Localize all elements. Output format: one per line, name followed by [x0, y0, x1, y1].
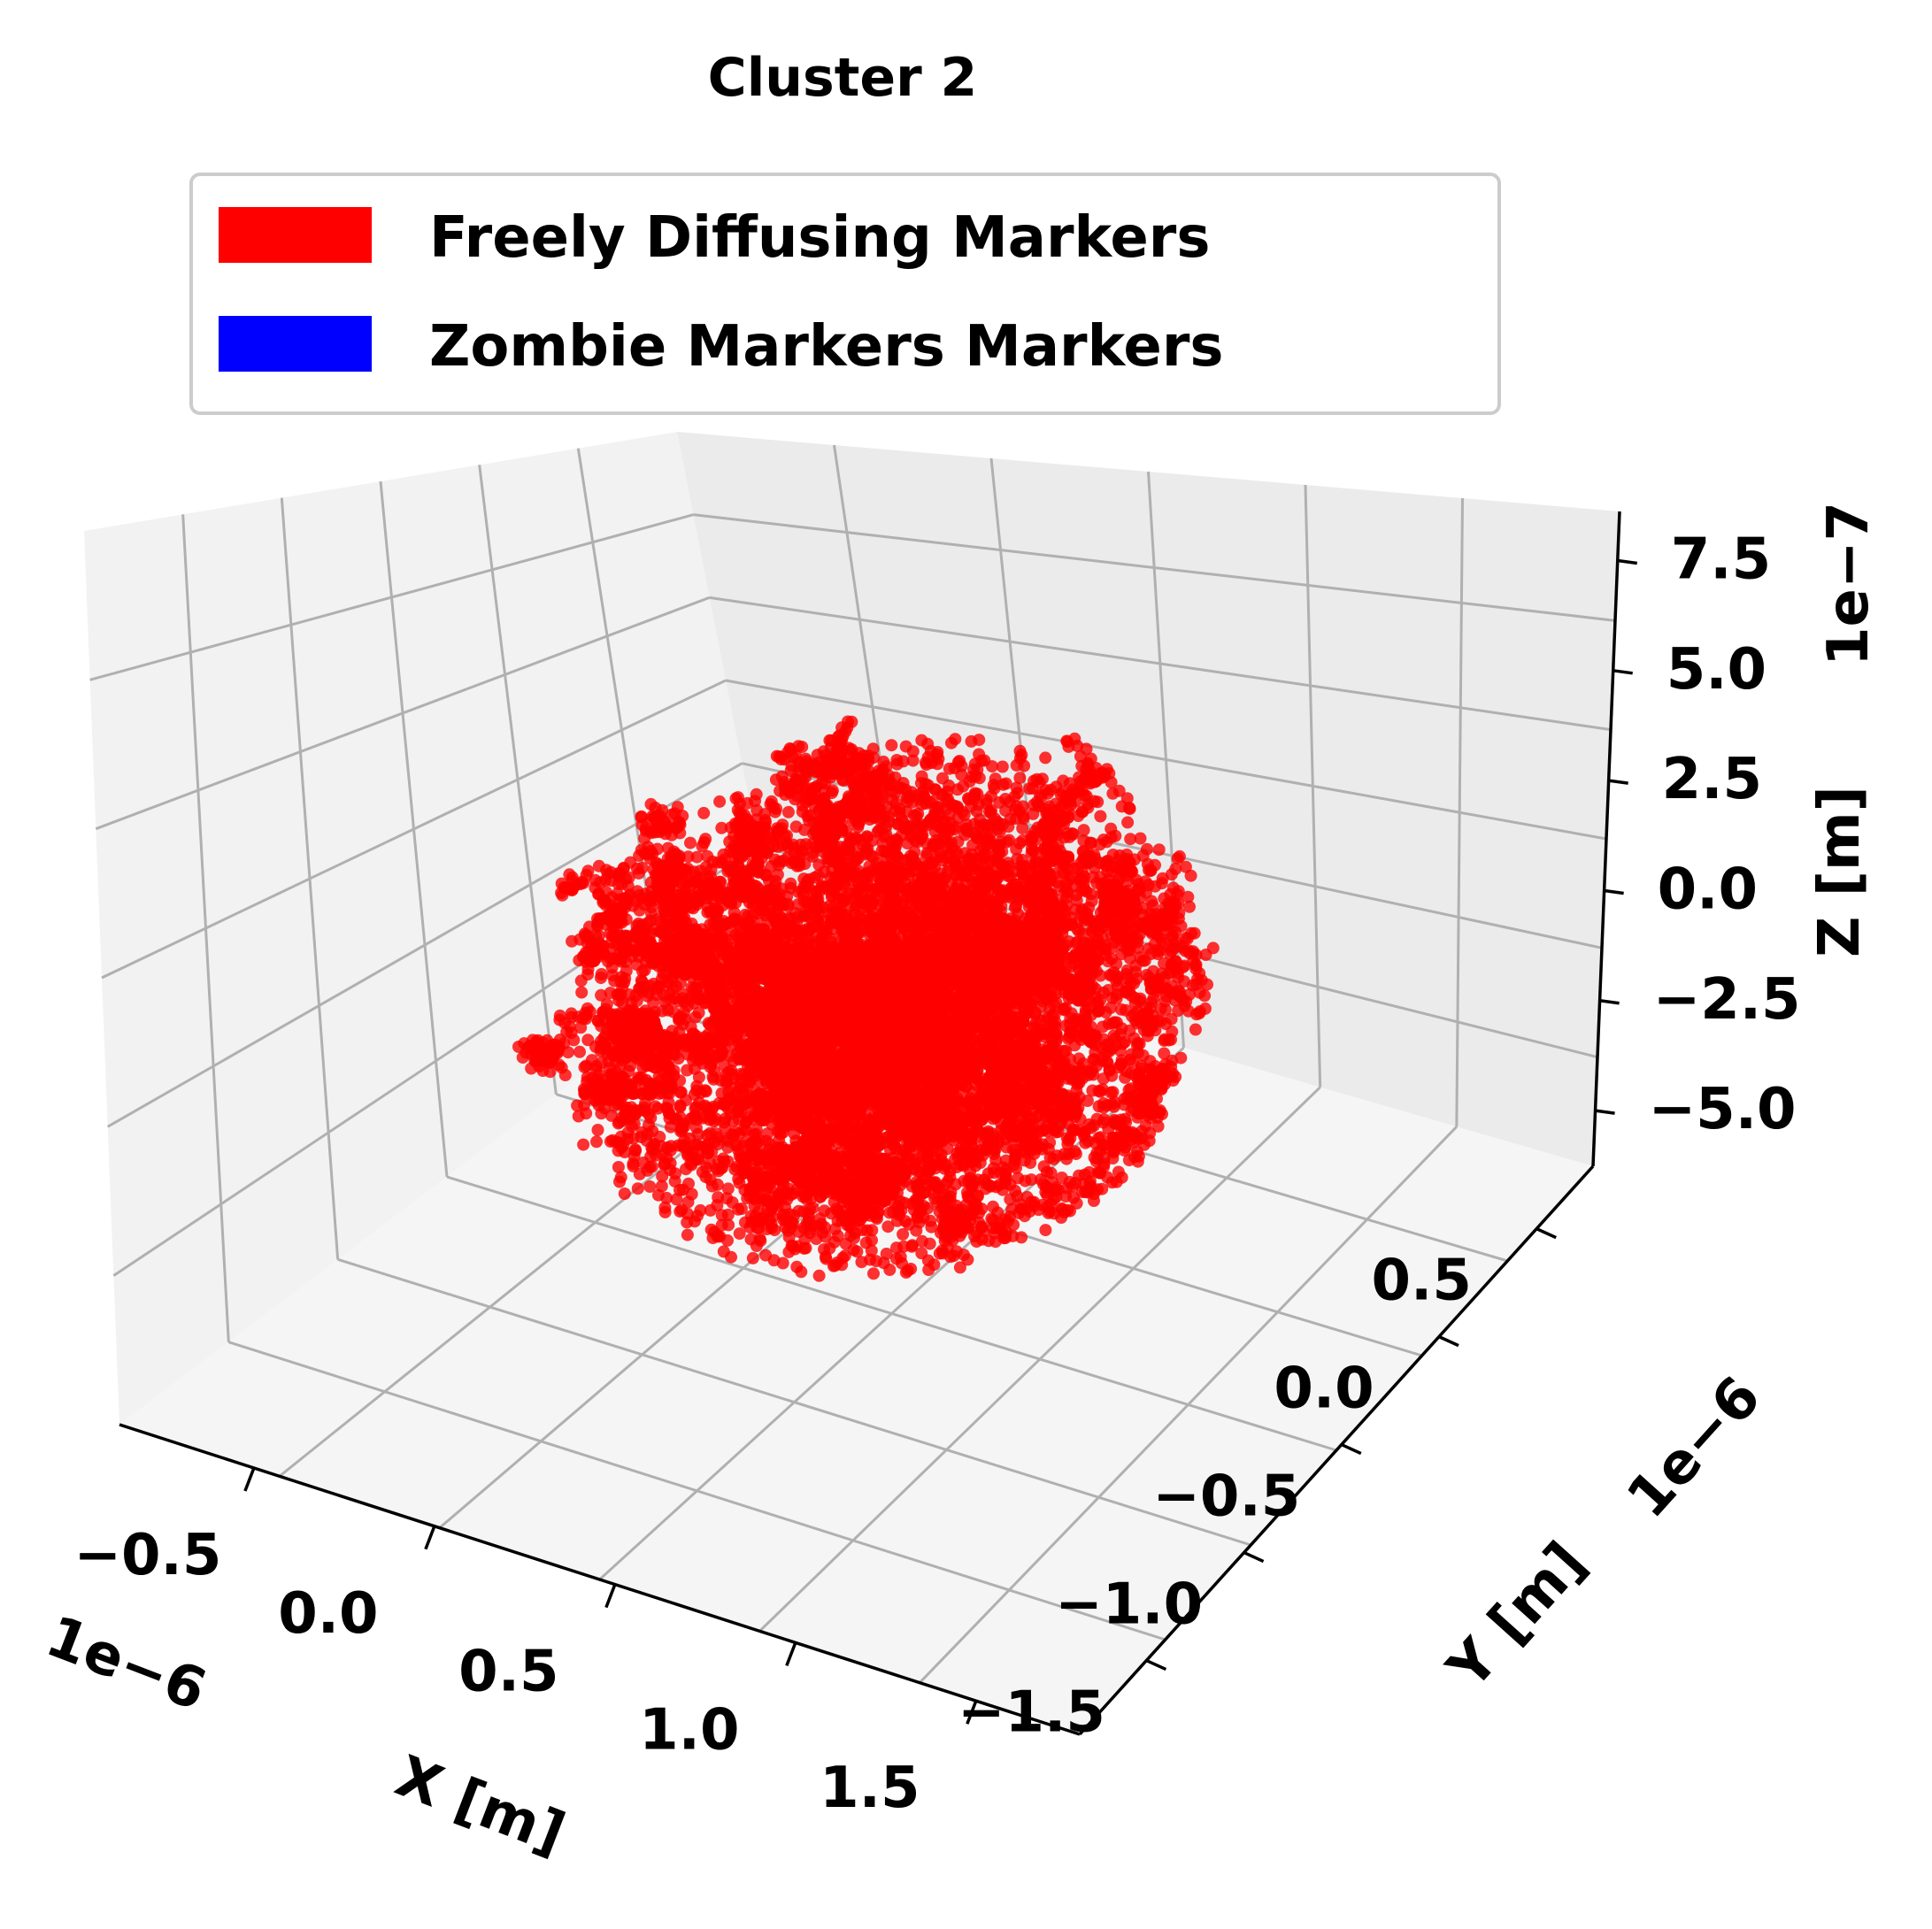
grid-line-back-horizontal [693, 513, 1616, 622]
y-tick-mark [1438, 1335, 1459, 1348]
scatter-point [812, 1269, 826, 1282]
scatter-point [643, 1118, 655, 1132]
y-tick-mark [1536, 1227, 1557, 1240]
y-axis-line [1078, 1164, 1595, 1736]
scatter-point [1039, 1224, 1052, 1237]
scatter-point [881, 1220, 895, 1233]
z-tick-mark [1613, 669, 1633, 675]
scatter-point [715, 821, 728, 834]
x-tick-mark [243, 1467, 256, 1492]
back-pane [677, 432, 1620, 1166]
scatter-point [590, 1135, 603, 1149]
scatter-point [1141, 842, 1153, 856]
scatter-point [897, 1227, 910, 1241]
scatter-point [1152, 843, 1166, 857]
scatter-point [1076, 805, 1089, 818]
y-tick-mark [1341, 1442, 1362, 1456]
scatter-point [643, 1180, 657, 1193]
z-tick-mark [1617, 558, 1637, 565]
scatter-point [721, 1182, 735, 1195]
z-tick-mark [1595, 1109, 1615, 1115]
scatter-point [793, 856, 805, 869]
scatter-points [512, 715, 1220, 1282]
scatter-point [781, 805, 795, 818]
scatter-point [718, 1116, 731, 1129]
scatter-point [680, 1163, 692, 1176]
scatter-point [951, 1150, 965, 1164]
scatter-point [713, 795, 727, 808]
x-tick-mark [604, 1583, 617, 1609]
left-pane [84, 432, 774, 1425]
scatter-point [986, 760, 998, 773]
x-axis-line [119, 1423, 1081, 1736]
scatter-point [1124, 833, 1137, 846]
z-tick-mark [1599, 999, 1620, 1005]
z-tick-mark [1608, 779, 1628, 785]
scatter-point [694, 1203, 707, 1217]
scatter-point [1206, 941, 1220, 955]
scatter-point [906, 754, 920, 767]
scatter-point [1039, 751, 1052, 765]
scatter-point [705, 1180, 719, 1193]
z-tick-mark [1604, 888, 1624, 895]
scatter-point [627, 1157, 640, 1171]
scatter-point [1015, 1231, 1028, 1244]
scatter-point [697, 806, 711, 819]
scatter-point [681, 1228, 694, 1241]
x-tick-mark [785, 1641, 797, 1667]
z-axis-line [1591, 511, 1621, 1167]
scatter-point [759, 1249, 773, 1262]
scatter-point [577, 1138, 590, 1151]
scatter-point [655, 1180, 668, 1193]
scatter-point [595, 988, 608, 1002]
scatter-point [684, 836, 697, 849]
grid-lines [89, 444, 1616, 1684]
grid-line-left-horizontal [89, 513, 694, 681]
scatter-point [591, 1124, 604, 1136]
scatter-point [823, 1241, 836, 1255]
x-tick-mark [966, 1700, 978, 1725]
scatter-point [1173, 849, 1186, 863]
scatter-point [1179, 860, 1192, 873]
scatter-point [1094, 810, 1107, 823]
axes-lines [119, 511, 1637, 1736]
scatter-point [725, 1250, 737, 1264]
scatter-point [729, 792, 743, 805]
scatter-point [867, 1267, 880, 1280]
x-tick-mark [424, 1526, 436, 1550]
scatter-point [631, 1182, 644, 1195]
scatter-point [658, 1205, 672, 1218]
scatter-point [733, 1227, 746, 1241]
scatter-point [628, 1143, 642, 1156]
scatter-point [1155, 877, 1168, 890]
scatter-point [885, 739, 898, 752]
scatter-point [1016, 822, 1029, 834]
y-tick-mark [1145, 1658, 1167, 1672]
scatter-point [658, 1158, 671, 1172]
floor-pane [119, 929, 1593, 1734]
y-tick-mark [1243, 1550, 1265, 1564]
